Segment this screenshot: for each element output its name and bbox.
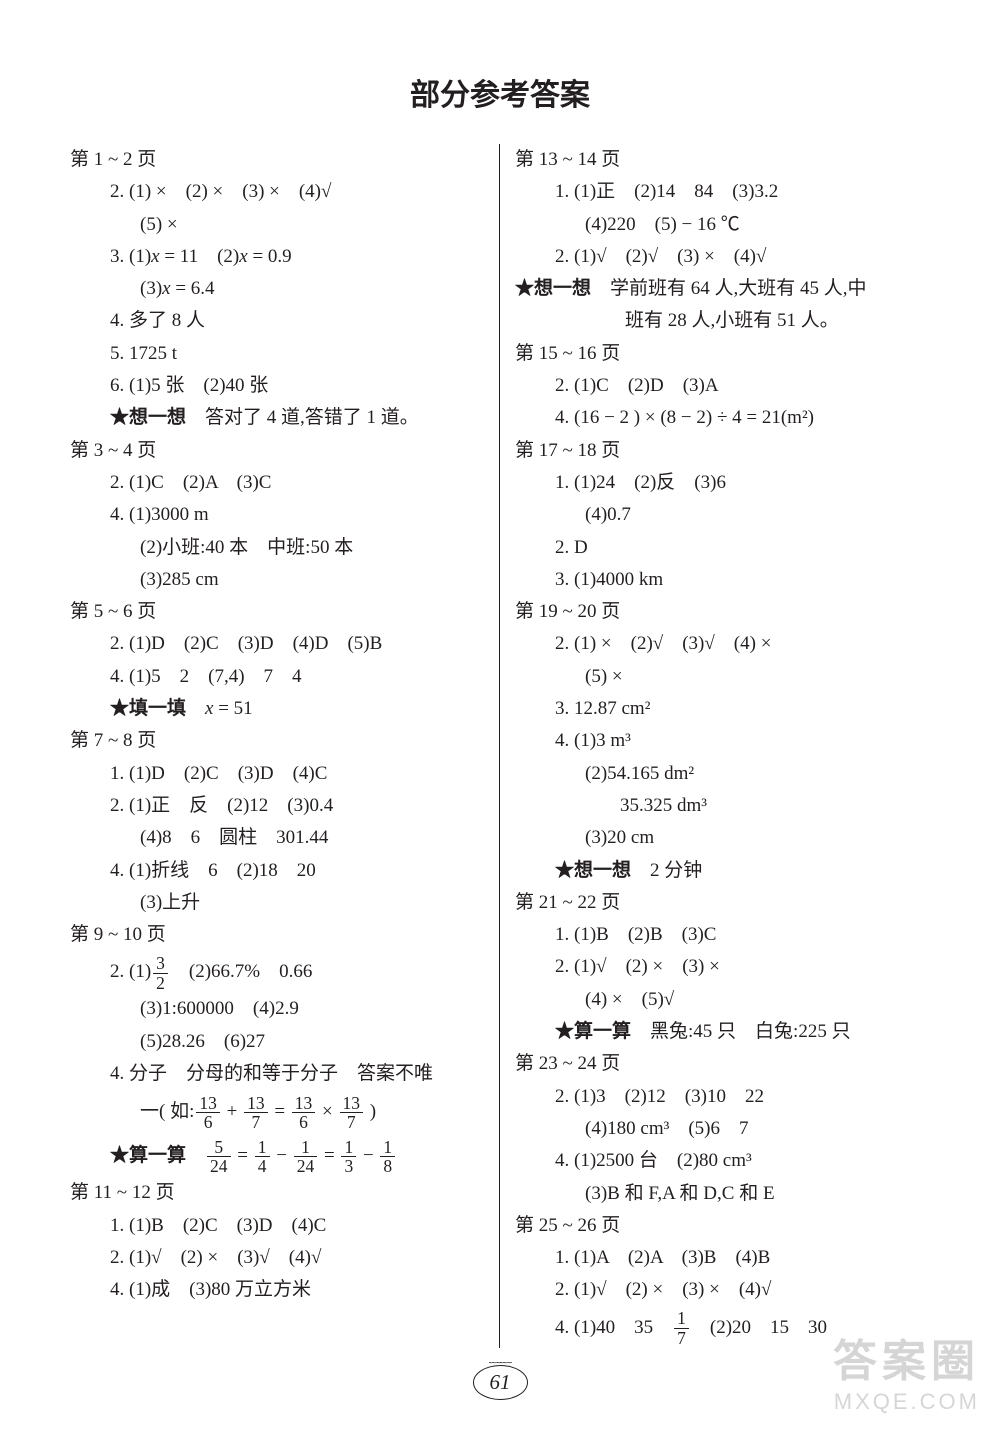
answer-line: 3. 12.87 cm² — [515, 693, 930, 725]
answer-line: 3. (1)x = 11 (2)x = 0.9 — [70, 241, 489, 273]
section-heading: 第 25 ~ 26 页 — [515, 1210, 930, 1242]
answer-line: 4. (1)2500 台 (2)80 cm³ — [515, 1145, 930, 1177]
answer-line: 班有 28 人,小班有 51 人。 — [515, 305, 930, 337]
answer-line: 1. (1)B (2)B (3)C — [515, 919, 930, 951]
section-heading: 第 21 ~ 22 页 — [515, 887, 930, 919]
answer-line: (3)20 cm — [515, 822, 930, 854]
answer-line: 2. (1) × (2)√ (3)√ (4) × — [515, 628, 930, 660]
section-heading: 第 19 ~ 20 页 — [515, 596, 930, 628]
answer-line: 2. D — [515, 532, 930, 564]
answer-line: (4)8 6 圆柱 301.44 — [70, 822, 489, 854]
ornament-icon: ﹏﹏ — [465, 1354, 535, 1364]
page-title: 部分参考答案 — [70, 70, 930, 114]
answer-line: 2. (1)√ (2) × (3)√ (4)√ — [70, 1242, 489, 1274]
answer-line: 2. (1)C (2)A (3)C — [70, 467, 489, 499]
think-line: ★想一想 答对了 4 道,答错了 1 道。 — [70, 402, 489, 434]
section-heading: 第 17 ~ 18 页 — [515, 435, 930, 467]
answer-line: 2. (1)√ (2) × (3) × — [515, 951, 930, 983]
right-column: 第 13 ~ 14 页 1. (1)正 (2)14 84 (3)3.2 (4)2… — [500, 144, 930, 1348]
section-heading: 第 11 ~ 12 页 — [70, 1177, 489, 1209]
answer-line: 1. (1)A (2)A (3)B (4)B — [515, 1242, 930, 1274]
answer-line: (3)285 cm — [70, 564, 489, 596]
answer-line: 1. (1)正 (2)14 84 (3)3.2 — [515, 176, 930, 208]
answer-line: 4. 分子 分母的和等于分子 答案不唯 — [70, 1058, 489, 1090]
answer-line: 2. (1)32 (2)66.7% 0.66 — [70, 951, 489, 993]
page-number-badge: 61 — [473, 1365, 528, 1400]
answer-line: 5. 1725 t — [70, 338, 489, 370]
answer-line: (3)上升 — [70, 887, 489, 919]
answer-line: 1. (1)24 (2)反 (3)6 — [515, 467, 930, 499]
section-heading: 第 7 ~ 8 页 — [70, 725, 489, 757]
think-line: ★想一想 2 分钟 — [515, 855, 930, 887]
content-columns: 第 1 ~ 2 页 2. (1) × (2) × (3) × (4)√ (5) … — [70, 144, 930, 1348]
section-heading: 第 23 ~ 24 页 — [515, 1048, 930, 1080]
calc-line: ★算一算 黑兔:45 只 白兔:225 只 — [515, 1016, 930, 1048]
answer-line: (4)180 cm³ (5)6 7 — [515, 1113, 930, 1145]
watermark: 答案圈 MXQE.COM — [833, 1325, 980, 1415]
answer-line: 4. (1)折线 6 (2)18 20 — [70, 855, 489, 887]
answer-line: 2. (1)D (2)C (3)D (4)D (5)B — [70, 628, 489, 660]
section-heading: 第 15 ~ 16 页 — [515, 338, 930, 370]
answer-line: 4. (1)3 m³ — [515, 725, 930, 757]
section-heading: 第 5 ~ 6 页 — [70, 596, 489, 628]
answer-line: 2. (1)√ (2)√ (3) × (4)√ — [515, 241, 930, 273]
watermark-title: 答案圈 — [833, 1325, 980, 1389]
answer-line: (4) × (5)√ — [515, 984, 930, 1016]
section-heading: 第 3 ~ 4 页 — [70, 435, 489, 467]
answer-line: 4. (1)5 2 (7,4) 7 4 — [70, 661, 489, 693]
section-heading: 第 9 ~ 10 页 — [70, 919, 489, 951]
answer-line: (4)220 (5) − 16 ℃ — [515, 209, 930, 241]
answer-line: 4. (1)成 (3)80 万立方米 — [70, 1274, 489, 1306]
page-number: ﹏﹏ 61 — [465, 1354, 535, 1400]
answer-line: 2. (1)C (2)D (3)A — [515, 370, 930, 402]
answer-line: (3)x = 6.4 — [70, 273, 489, 305]
calc-line: ★算一算 524 = 14 − 124 = 13 − 18 — [70, 1134, 489, 1178]
answer-line: 4. 多了 8 人 — [70, 305, 489, 337]
left-column: 第 1 ~ 2 页 2. (1) × (2) × (3) × (4)√ (5) … — [70, 144, 500, 1348]
answer-line: 4. (16 − 2 ) × (8 − 2) ÷ 4 = 21(m²) — [515, 402, 930, 434]
answer-line: (2)小班:40 本 中班:50 本 — [70, 532, 489, 564]
answer-line: (4)0.7 — [515, 499, 930, 531]
answer-line: 2. (1)3 (2)12 (3)10 22 — [515, 1081, 930, 1113]
section-heading: 第 13 ~ 14 页 — [515, 144, 930, 176]
think-line: ★想一想 学前班有 64 人,大班有 45 人,中 — [515, 273, 930, 305]
watermark-url: MXQE.COM — [833, 1389, 980, 1415]
answer-line: 1. (1)D (2)C (3)D (4)C — [70, 758, 489, 790]
answer-line: (2)54.165 dm² — [515, 758, 930, 790]
answer-line: 3. (1)4000 km — [515, 564, 930, 596]
answer-line: 1. (1)B (2)C (3)D (4)C — [70, 1210, 489, 1242]
answer-line: (5) × — [70, 209, 489, 241]
answer-line: (5)28.26 (6)27 — [70, 1026, 489, 1058]
answer-line: 6. (1)5 张 (2)40 张 — [70, 370, 489, 402]
answer-line: 2. (1)√ (2) × (3) × (4)√ — [515, 1274, 930, 1306]
answer-line: 一( 如:136 + 137 = 136 × 137 ) — [70, 1090, 489, 1134]
answer-line: 35.325 dm³ — [515, 790, 930, 822]
answer-line: (5) × — [515, 661, 930, 693]
fill-line: ★填一填 x = 51 — [70, 693, 489, 725]
answer-line: 2. (1)正 反 (2)12 (3)0.4 — [70, 790, 489, 822]
section-heading: 第 1 ~ 2 页 — [70, 144, 489, 176]
answer-line: (3)1:600000 (4)2.9 — [70, 993, 489, 1025]
answer-line: (3)B 和 F,A 和 D,C 和 E — [515, 1178, 930, 1210]
answer-line: 2. (1) × (2) × (3) × (4)√ — [70, 176, 489, 208]
answer-line: 4. (1)3000 m — [70, 499, 489, 531]
